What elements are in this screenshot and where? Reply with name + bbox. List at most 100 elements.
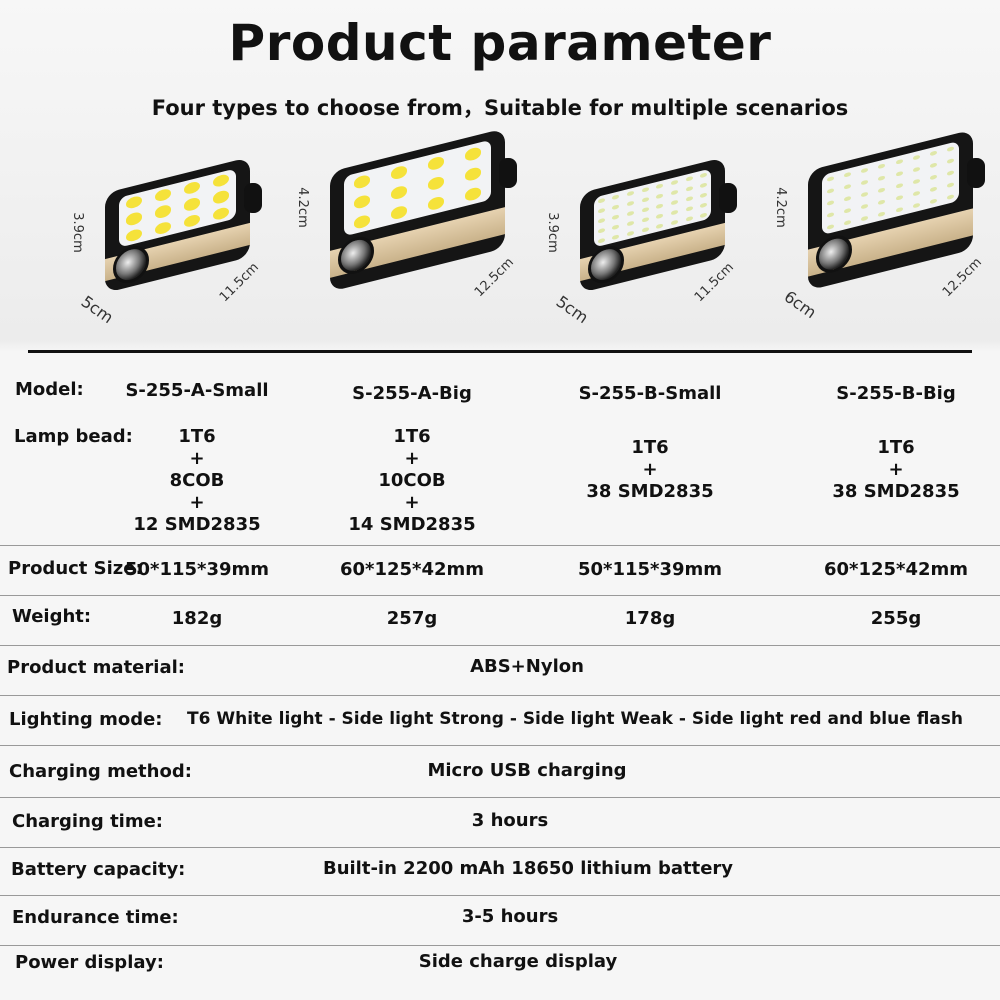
- lamp-bead-label: Lamp bead:: [14, 426, 133, 447]
- lamp-bead-value: 10COB: [378, 470, 446, 491]
- spec-value: Built-in 2200 mAh 18650 lithium battery: [322, 858, 734, 879]
- led-bead: [213, 172, 230, 188]
- led-bead: [912, 166, 920, 173]
- spec-label: Charging time:: [12, 811, 164, 832]
- led-bead: [641, 186, 649, 194]
- width-dimension: 5cm: [552, 291, 592, 328]
- lamp-body: [330, 128, 505, 292]
- flashlight-lens-icon: [588, 242, 624, 288]
- led-bead: [125, 211, 142, 227]
- led-bead: [656, 192, 664, 200]
- led-bead: [670, 209, 678, 216]
- led-bead: [641, 206, 649, 214]
- product-size-label: Product Size:: [8, 558, 143, 579]
- led-bead: [946, 193, 954, 201]
- lamp-bead-value: 12 SMD2835: [133, 514, 261, 535]
- hinge: [719, 183, 737, 213]
- led-bead: [154, 204, 171, 220]
- led-bead: [844, 183, 852, 190]
- lamp-bead-value: 1T6: [178, 426, 216, 447]
- height-dimension: 3.9cm: [69, 212, 85, 253]
- row-divider: [0, 745, 1000, 746]
- led-bead: [154, 220, 171, 236]
- led-bead: [700, 171, 708, 179]
- row-divider: [0, 645, 1000, 646]
- led-bead: [700, 181, 708, 189]
- led-bead: [912, 202, 920, 209]
- led-bead: [391, 184, 408, 201]
- led-bead: [861, 167, 869, 174]
- hinge: [499, 158, 517, 188]
- led-bead: [861, 179, 869, 186]
- led-bead: [184, 213, 201, 229]
- led-bead: [184, 180, 201, 196]
- led-bead: [391, 204, 408, 221]
- led-bead: [946, 145, 954, 153]
- model-value: S-255-B-Small: [578, 383, 722, 404]
- led-bead: [685, 185, 693, 193]
- flashlight-image: [808, 129, 993, 291]
- led-bead: [354, 194, 371, 210]
- led-bead: [827, 223, 835, 231]
- weight-value: 255g: [870, 608, 922, 629]
- flashlight-image: [330, 128, 525, 292]
- led-bead: [670, 219, 678, 226]
- led-bead: [700, 191, 708, 199]
- led-bead: [895, 194, 903, 202]
- lamp-bead-value: +: [404, 492, 420, 513]
- width-dimension: 5cm: [77, 291, 117, 328]
- spec-label: Lighting mode:: [9, 709, 163, 730]
- led-bead: [929, 185, 937, 193]
- spec-value: 3 hours: [471, 810, 549, 831]
- led-bead: [627, 220, 635, 227]
- led-bead: [861, 203, 869, 210]
- spec-label: Endurance time:: [12, 907, 179, 928]
- led-bead: [895, 182, 903, 190]
- led-bead: [827, 175, 835, 183]
- led-bead: [627, 190, 635, 197]
- weight-label: Weight:: [12, 606, 92, 627]
- lamp-body: [105, 156, 250, 294]
- led-bead: [844, 219, 852, 226]
- led-bead: [912, 154, 920, 161]
- led-bead: [827, 187, 835, 195]
- lamp-bead-value: 1T6: [631, 437, 669, 458]
- led-bead: [912, 190, 920, 197]
- led-bead: [627, 210, 635, 217]
- led-bead: [612, 213, 620, 221]
- model-label: Model:: [15, 379, 84, 400]
- led-bead: [597, 197, 605, 205]
- led-bead: [656, 222, 664, 230]
- model-value: S-255-A-Small: [125, 380, 269, 401]
- led-bead: [670, 199, 678, 206]
- led-bead: [656, 212, 664, 220]
- row-divider: [0, 895, 1000, 896]
- lamp-bead-value: +: [404, 448, 420, 469]
- led-bead: [878, 174, 886, 182]
- led-bead: [354, 214, 371, 230]
- led-bead: [946, 157, 954, 165]
- lamp-bead-value: 38 SMD2835: [832, 481, 960, 502]
- spec-label: Battery capacity:: [11, 859, 186, 880]
- led-bead: [827, 211, 835, 219]
- led-bead: [427, 195, 444, 212]
- divider: [28, 350, 972, 353]
- led-bead: [612, 203, 620, 211]
- led-bead: [213, 189, 230, 205]
- spec-value: ABS+Nylon: [470, 656, 584, 677]
- led-bead: [878, 210, 886, 218]
- led-bead: [844, 171, 852, 178]
- weight-value: 178g: [624, 608, 676, 629]
- led-bead: [427, 175, 444, 192]
- led-bead: [844, 207, 852, 214]
- spec-value: Side charge display: [418, 951, 618, 972]
- flashlight-image: [105, 156, 270, 295]
- height-dimension: 4.2cm: [772, 187, 788, 228]
- led-bead: [464, 186, 481, 202]
- width-dimension: 6cm: [780, 286, 820, 323]
- led-bead: [685, 215, 693, 223]
- spec-value: 3-5 hours: [461, 906, 559, 927]
- page-title: Product parameter: [228, 14, 772, 72]
- led-bead: [685, 205, 693, 213]
